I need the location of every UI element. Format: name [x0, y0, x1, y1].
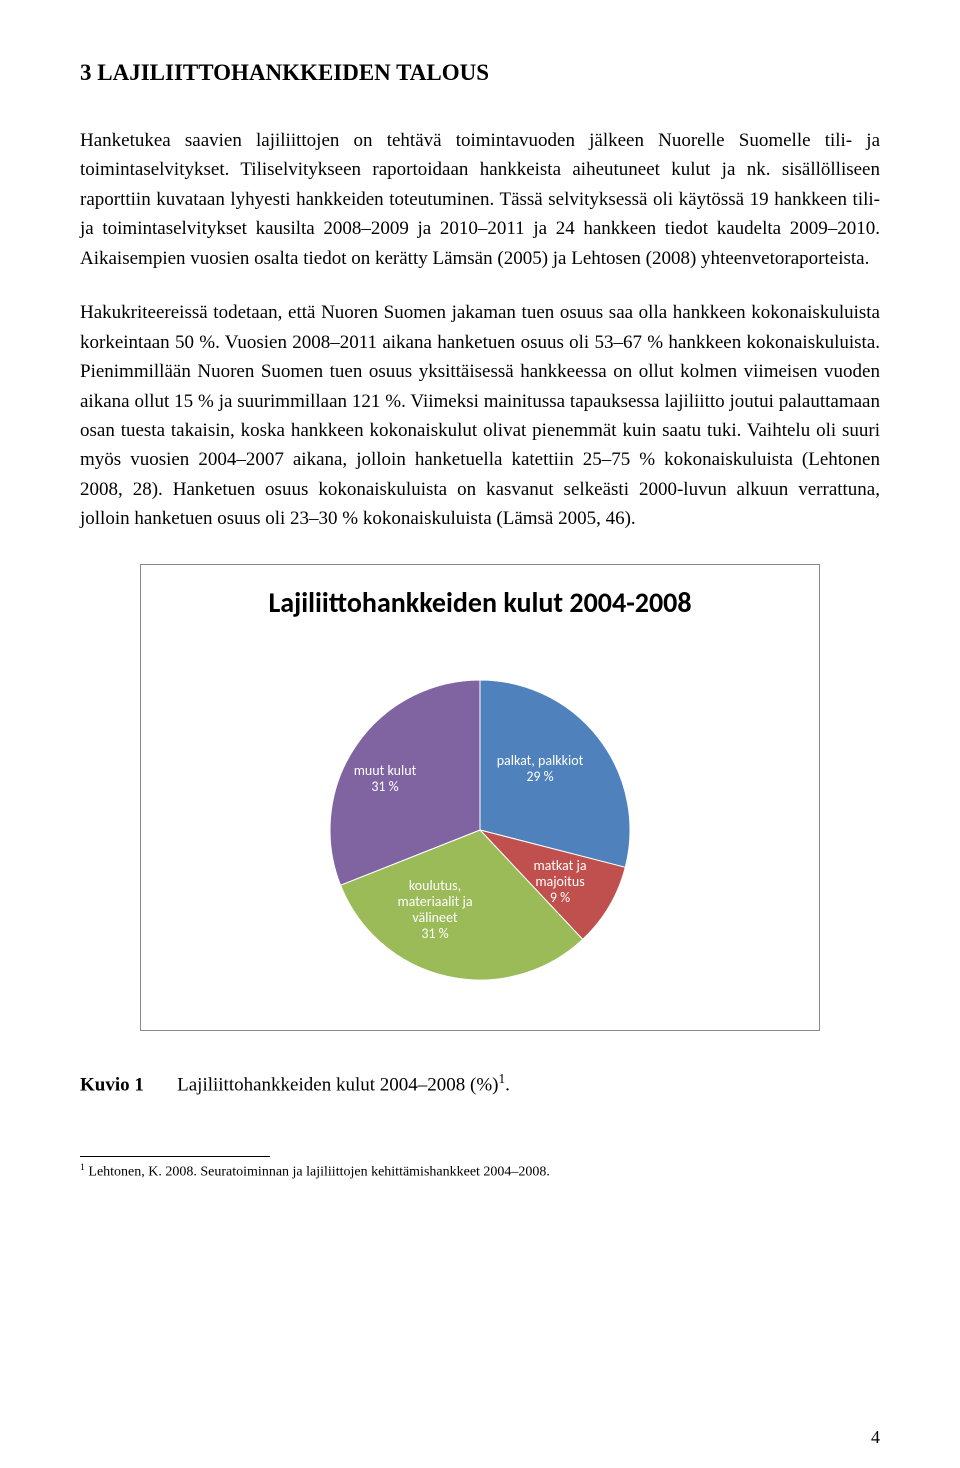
- chart-container: Lajiliittohankkeiden kulut 2004-2008 pal…: [140, 564, 820, 1031]
- pie-svg: palkat, palkkiot29 %matkat jamajoitus9 %…: [280, 660, 680, 1000]
- footnote: 1 Lehtonen, K. 2008. Seuratoiminnan ja l…: [80, 1162, 880, 1181]
- section-heading: 3 LAJILIITTOHANKKEIDEN TALOUS: [80, 60, 880, 86]
- page-number: 4: [871, 1427, 880, 1448]
- caption-text: Lajiliittohankkeiden kulut 2004–2008 (%): [177, 1074, 498, 1095]
- paragraph-1: Hanketukea saavien lajiliittojen on teht…: [80, 126, 880, 273]
- page-container: 3 LAJILIITTOHANKKEIDEN TALOUS Hanketukea…: [0, 0, 960, 1468]
- figure-caption: Kuvio 1 Lajiliittohankkeiden kulut 2004–…: [80, 1071, 880, 1096]
- chart-title: Lajiliittohankkeiden kulut 2004-2008: [151, 585, 809, 620]
- footnote-text: Lehtonen, K. 2008. Seuratoiminnan ja laj…: [85, 1165, 550, 1180]
- caption-period: .: [505, 1074, 510, 1095]
- caption-label: Kuvio 1: [80, 1074, 144, 1095]
- footnote-separator: [80, 1156, 270, 1157]
- pie-chart: palkat, palkkiot29 %matkat jamajoitus9 %…: [151, 660, 809, 1000]
- paragraph-2: Hakukriteereissä todetaan, että Nuoren S…: [80, 298, 880, 534]
